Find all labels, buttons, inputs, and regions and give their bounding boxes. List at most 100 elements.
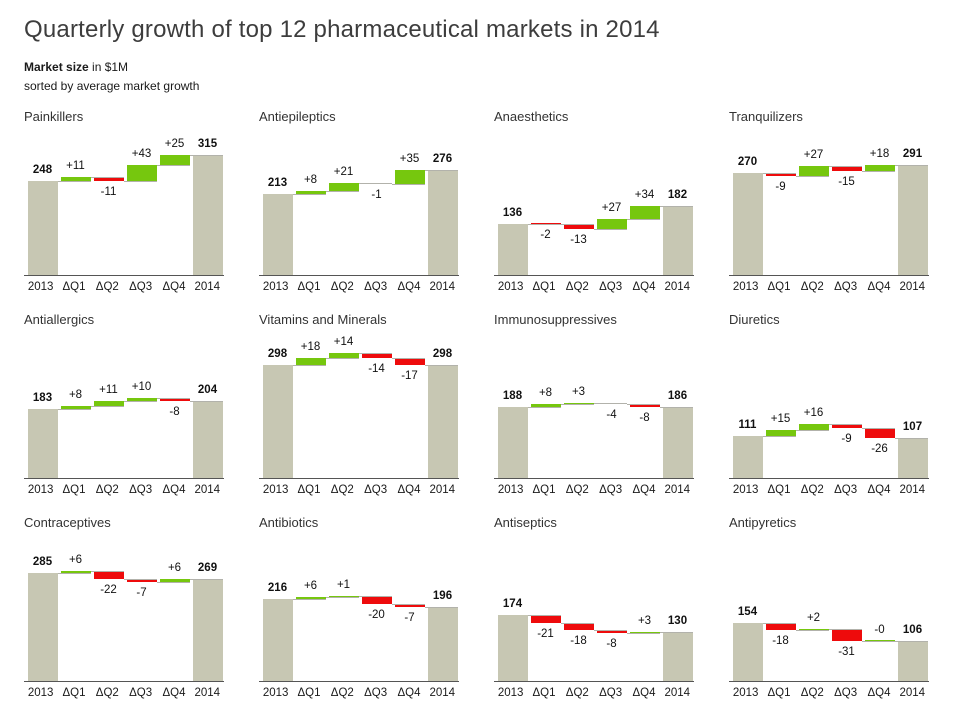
- total-value-2014: 315: [197, 138, 218, 151]
- connector-line: [292, 364, 326, 366]
- connector-line: [527, 615, 561, 617]
- chart-title: Antipyretics: [729, 515, 797, 531]
- total-value-2014: 182: [667, 189, 688, 202]
- connector-line: [391, 183, 425, 185]
- connector-line: [762, 622, 796, 624]
- connector-line: [156, 164, 190, 166]
- delta-value-q2: -18: [570, 634, 587, 647]
- chart-title: Tranquilizers: [729, 109, 803, 125]
- plot-area: 248 315 +11 -11 +43 +25: [24, 133, 224, 277]
- axis-label: ΔQ2: [330, 484, 354, 497]
- axis-label: ΔQ3: [364, 484, 388, 497]
- total-bar-2014: [897, 640, 928, 682]
- total-value-2013: 216: [267, 582, 288, 595]
- plot-area: 136 182 -2 -13 +27 +34: [494, 133, 694, 277]
- axis-label: 2014: [429, 281, 456, 294]
- connector-line: [861, 427, 895, 429]
- delta-value-q4: -8: [169, 405, 180, 418]
- axis-label: 2013: [497, 281, 524, 294]
- total-value-2014: 106: [902, 623, 923, 636]
- axis-label: 2013: [27, 484, 54, 497]
- delta-bar-q1: [295, 596, 326, 600]
- delta-value-q3: -1: [371, 188, 382, 201]
- connector-line: [593, 629, 627, 631]
- total-value-2013: 136: [502, 206, 523, 219]
- total-bar-2014: [662, 206, 693, 276]
- chart-title: Diuretics: [729, 312, 780, 328]
- delta-value-q3: -20: [368, 609, 385, 622]
- axis-label: ΔQ3: [129, 281, 153, 294]
- axis-label: ΔQ1: [767, 281, 791, 294]
- total-value-2014: 107: [902, 420, 923, 433]
- delta-bar-q3: [126, 397, 157, 402]
- axis-label: ΔQ4: [867, 484, 891, 497]
- delta-value-q2: +1: [336, 579, 351, 592]
- total-value-2013: 188: [502, 389, 523, 402]
- total-value-2014: 298: [432, 347, 453, 360]
- axis-label: ΔQ1: [767, 687, 791, 700]
- delta-value-q4: +34: [634, 189, 655, 202]
- connector-line: [894, 437, 928, 439]
- axis-label: ΔQ4: [162, 687, 186, 700]
- axis-label: ΔQ2: [800, 687, 824, 700]
- delta-bar-q3: [596, 629, 627, 633]
- connector-line: [626, 404, 660, 406]
- delta-bar-q2: [328, 595, 359, 597]
- delta-bar-q3: [596, 218, 627, 230]
- total-bar-2014: [192, 400, 223, 479]
- plot-area: 216 196 +6 +1 -20 -7: [259, 539, 459, 683]
- delta-bar-q2: [93, 176, 124, 181]
- delta-value-q2: -13: [570, 234, 587, 247]
- chart-antiepileptics: Antiepileptics 213 276 +8 +21 -1 +35 2013 ΔQ1 ΔQ2…: [259, 109, 494, 312]
- axis-label: 2013: [262, 484, 289, 497]
- total-bar-2014: [427, 606, 458, 682]
- connector-line: [593, 229, 627, 231]
- chart-antibiotics: Antibiotics 216 196 +6 +1 -20 -7 2013 ΔQ1 ΔQ2 ΔQ3 Δ…: [259, 515, 494, 718]
- axis-label: ΔQ4: [632, 687, 656, 700]
- delta-value-q4: +35: [399, 153, 420, 166]
- total-bar-2014: [192, 155, 223, 276]
- connector-line: [189, 155, 223, 157]
- delta-bar-q2: [93, 401, 124, 406]
- connector-line: [762, 436, 796, 438]
- total-bar-2013: [27, 572, 58, 682]
- delta-value-q1: +11: [66, 159, 85, 172]
- axis-label: ΔQ2: [800, 484, 824, 497]
- delta-value-q2: +16: [803, 407, 824, 420]
- axis-label: ΔQ2: [800, 281, 824, 294]
- total-value-2014: 269: [197, 562, 218, 575]
- axis-label: ΔQ3: [834, 281, 858, 294]
- delta-value-q4: -26: [871, 442, 888, 455]
- delta-value-q1: -21: [537, 628, 554, 641]
- delta-value-q3: +10: [131, 380, 152, 393]
- chart-title: Anaesthetics: [494, 109, 569, 125]
- connector-line: [391, 604, 425, 606]
- total-value-2013: 213: [267, 177, 288, 190]
- connector-line: [358, 352, 392, 354]
- connector-line: [527, 406, 561, 408]
- axis-label: 2014: [664, 687, 691, 700]
- delta-bar-q1: [530, 403, 561, 407]
- total-value-2013: 174: [502, 598, 523, 611]
- delta-bar-q4: [159, 155, 190, 165]
- total-value-2014: 130: [667, 614, 688, 627]
- connector-line: [156, 581, 190, 583]
- subtitle-line1: Market size in $1M: [24, 58, 960, 77]
- delta-value-q2: +3: [571, 385, 586, 398]
- total-value-2014: 196: [432, 589, 453, 602]
- delta-bar-q2: [563, 224, 594, 230]
- chart-title: Contraceptives: [24, 515, 111, 531]
- delta-value-q4: +3: [637, 614, 652, 627]
- connector-line: [156, 397, 190, 399]
- delta-bar-q4: [394, 604, 425, 607]
- delta-value-q3: -31: [838, 645, 855, 658]
- axis-label: ΔQ3: [364, 281, 388, 294]
- x-axis-labels: 2013 ΔQ1 ΔQ2 ΔQ3 ΔQ4 2014: [494, 682, 696, 699]
- total-value-2013: 270: [737, 155, 758, 168]
- subtitle-market-size: Market size: [24, 60, 89, 74]
- connector-line: [90, 176, 124, 178]
- total-value-2013: 298: [267, 347, 288, 360]
- delta-bar-q4: [864, 639, 895, 641]
- connector-line: [659, 631, 693, 633]
